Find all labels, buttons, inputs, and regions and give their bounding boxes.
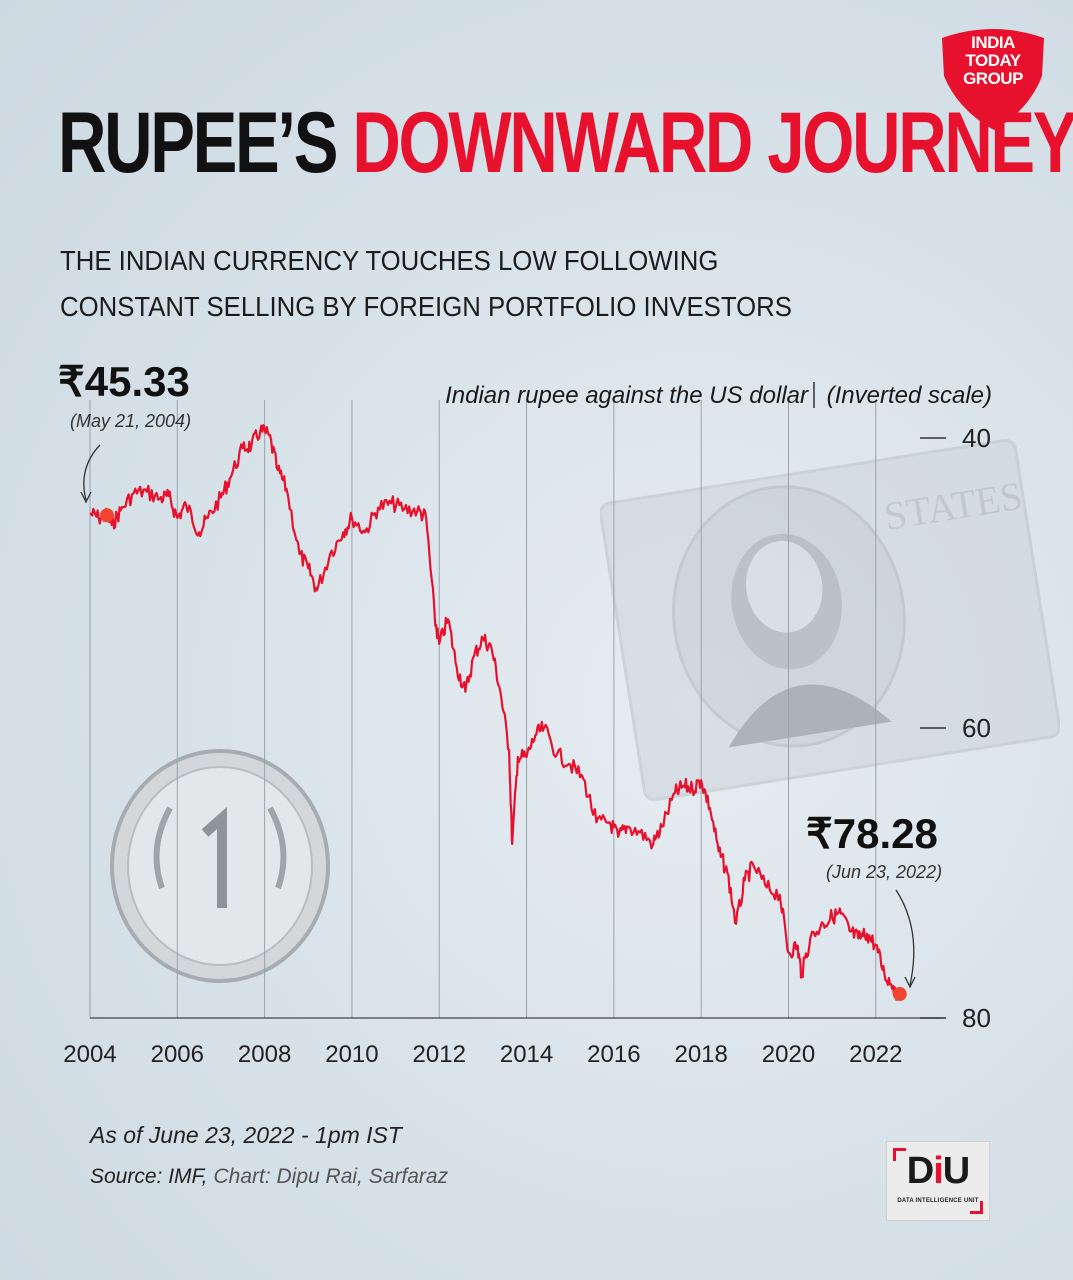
x-tick-label-2010: 2010 [325, 1041, 378, 1068]
rupee-coin-illustration [110, 749, 330, 983]
start-point-marker [100, 508, 115, 523]
x-tick-label-2006: 2006 [151, 1041, 204, 1068]
subtitle-line-1: THE INDIAN CURRENCY TOUCHES LOW FOLLOWIN… [60, 245, 719, 276]
end-date-label: (Jun 23, 2022) [826, 862, 942, 882]
x-tick-label-2020: 2020 [762, 1041, 815, 1068]
diu-corner-top-left [893, 1148, 906, 1161]
title-part-2: DOWNWARD JOURNEY [352, 95, 1073, 191]
source-line: Source: IMF, Chart: Dipu Rai, Sarfaraz [90, 1165, 448, 1189]
diu-badge: DiU DATA INTELLIGENCE UNIT [886, 1141, 990, 1221]
y-tick-label-60: 60 [962, 713, 991, 743]
chart-subtitle: Indian rupee against the US dollar [445, 382, 809, 409]
start-value-label: ₹45.33 [58, 358, 190, 405]
source-text: Source: IMF, [90, 1165, 208, 1188]
end-arrow [895, 889, 915, 986]
diu-letter-d: D [906, 1150, 934, 1192]
logo-text: INDIA TODAY GROUP [934, 34, 1052, 88]
rupee-line-chart: 2004 2006 2008 2010 2012 2014 2016 2018 2020 2022… [58, 358, 992, 1068]
diu-letter-u: U [942, 1150, 970, 1192]
page-subtitle: THE INDIAN CURRENCY TOUCHES LOW FOLLOWIN… [60, 238, 888, 330]
end-arrow-head [904, 976, 916, 989]
start-date-label: (May 21, 2004) [70, 411, 191, 431]
x-tick-label-2014: 2014 [500, 1041, 553, 1068]
diu-wordmark: DiU [887, 1150, 989, 1193]
rupee-series-line [89, 424, 898, 1001]
x-tick-label-2008: 2008 [238, 1041, 291, 1068]
x-tick-label-2018: 2018 [674, 1041, 727, 1068]
logo-line-2: TODAY [965, 51, 1021, 70]
as-of-date: As of June 23, 2022 - 1pm IST [90, 1122, 402, 1148]
india-today-group-logo: INDIA TODAY GROUP [934, 24, 1052, 132]
x-tick-label-2022: 2022 [849, 1041, 902, 1068]
x-tick-label-2016: 2016 [587, 1041, 640, 1068]
end-value-label: ₹78.28 [806, 810, 938, 857]
chart-credit: Chart: Dipu Rai, Sarfaraz [213, 1165, 449, 1188]
chart-scale-note: (Inverted scale) [827, 382, 992, 409]
subtitle-line-2: CONSTANT SELLING BY FOREIGN PORTFOLIO IN… [60, 291, 792, 322]
y-tick-label-80: 80 [962, 1003, 991, 1033]
page-title: RUPEE’S DOWNWARD JOURNEY [58, 100, 1073, 186]
end-point-marker [892, 987, 907, 1002]
diu-corner-bottom-right [970, 1201, 983, 1214]
logo-shield-shape [942, 29, 1044, 130]
title-part-1: RUPEE’S [58, 95, 338, 191]
x-tick-label-2004: 2004 [63, 1041, 116, 1068]
x-tick-label-2012: 2012 [413, 1041, 466, 1068]
logo-line-3: GROUP [963, 69, 1023, 88]
start-arrow-head [80, 491, 92, 504]
start-arrow [83, 444, 101, 501]
diu-subtitle: DATA INTELLIGENCE UNIT [897, 1198, 979, 1204]
logo-line-1: INDIA [971, 33, 1015, 52]
diu-letter-i: i [933, 1150, 944, 1192]
y-tick-label-40: 40 [962, 423, 991, 453]
